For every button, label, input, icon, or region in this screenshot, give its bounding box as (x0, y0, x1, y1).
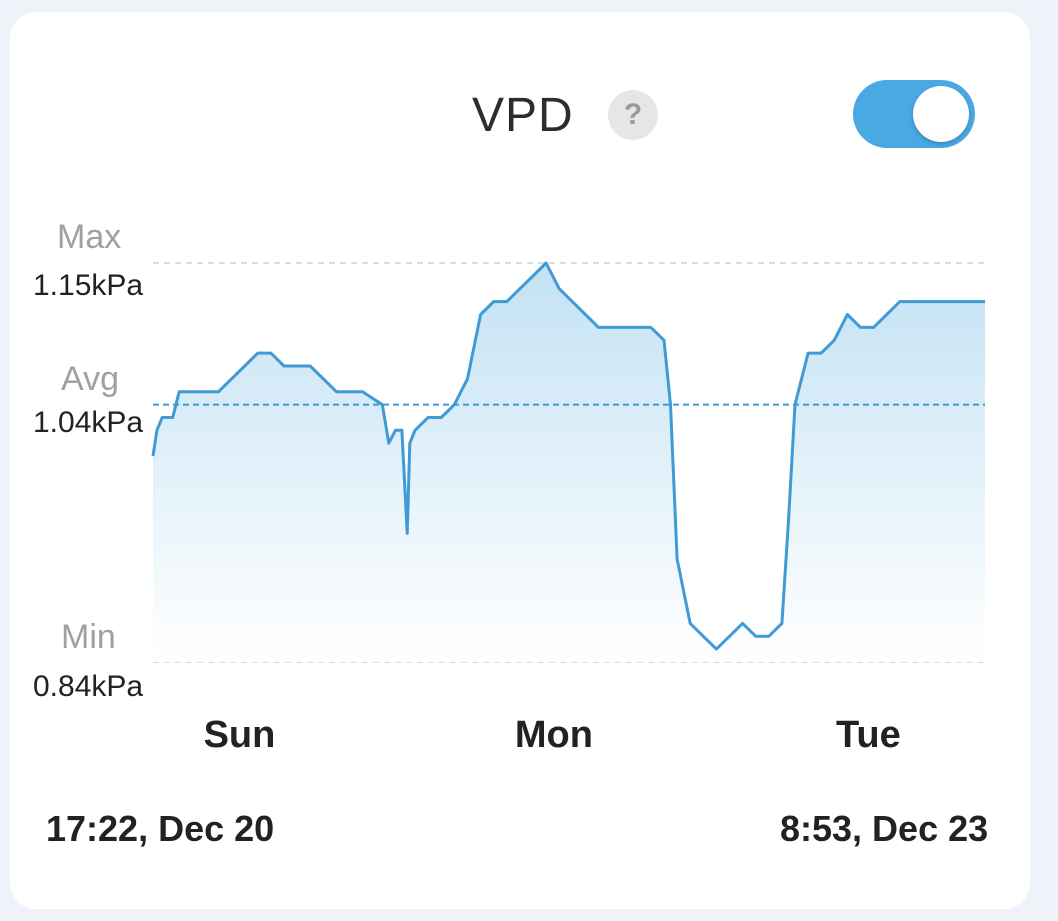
vpd-line (151, 261, 985, 651)
avg-value: 1.04kPa (33, 406, 144, 439)
help-icon[interactable]: ? (608, 90, 658, 140)
x-tick-label: Sun (204, 714, 276, 756)
min-value: 0.84kPa (33, 670, 144, 703)
range-end: 8:53, Dec 23 (780, 808, 989, 849)
vpd-toggle[interactable] (853, 80, 975, 148)
chart-title: VPD (472, 89, 574, 142)
range-start: 17:22, Dec 20 (46, 808, 275, 849)
vpd-area (153, 263, 985, 662)
avg-caption: Avg (61, 360, 119, 398)
max-caption: Max (57, 218, 122, 256)
max-value: 1.15kPa (33, 269, 144, 302)
min-caption: Min (61, 618, 116, 656)
x-tick-label: Tue (836, 714, 901, 756)
toggle-knob[interactable] (913, 86, 969, 142)
x-tick-label: Mon (515, 714, 593, 756)
